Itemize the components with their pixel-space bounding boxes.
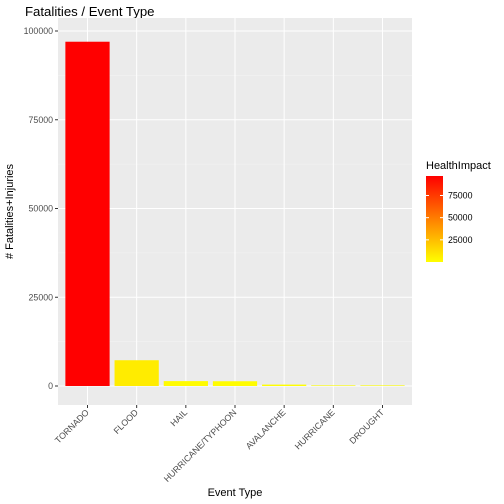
bar-hurricane: [311, 385, 356, 386]
x-tick-label: FLOOD: [112, 407, 141, 436]
x-tick-label: DROUGHT: [347, 407, 386, 446]
y-axis-title: # Fatalities+Injuries: [4, 163, 16, 259]
legend-title: HealthImpact: [426, 160, 491, 172]
bar-tornado: [65, 41, 110, 386]
x-tick-label: TORNADO: [53, 407, 91, 445]
chart-title: Fatalities / Event Type: [25, 4, 155, 19]
bar-flood: [114, 360, 159, 386]
y-tick-label: 25000: [29, 292, 54, 302]
bar-avalanche: [262, 384, 307, 386]
legend-tick-label: 25000: [448, 235, 473, 245]
legend-tick-label: 75000: [448, 190, 473, 200]
y-axis: 0 25000 50000 75000 100000: [24, 26, 58, 391]
legend-tick-label: 50000: [448, 213, 473, 223]
x-axis-title: Event Type: [208, 487, 263, 499]
bar-hurricane-typhoon: [212, 381, 258, 386]
legend-ticks: 75000 50000 25000: [426, 190, 473, 245]
legend: HealthImpact 75000 50000 25000: [426, 160, 491, 262]
bar-drought: [360, 385, 405, 386]
legend-colorbar: [426, 176, 443, 262]
y-tick-label: 75000: [29, 115, 54, 125]
y-tick-label: 100000: [24, 26, 53, 36]
bars: [65, 41, 405, 386]
y-tick-label: 50000: [29, 204, 54, 214]
x-tick-label: HAIL: [168, 407, 189, 428]
y-tick-label: 0: [48, 381, 53, 391]
x-tick-label: HURRICANE: [293, 407, 337, 451]
x-tick-label: AVALANCHE: [244, 407, 288, 451]
bar-hail: [163, 381, 208, 386]
